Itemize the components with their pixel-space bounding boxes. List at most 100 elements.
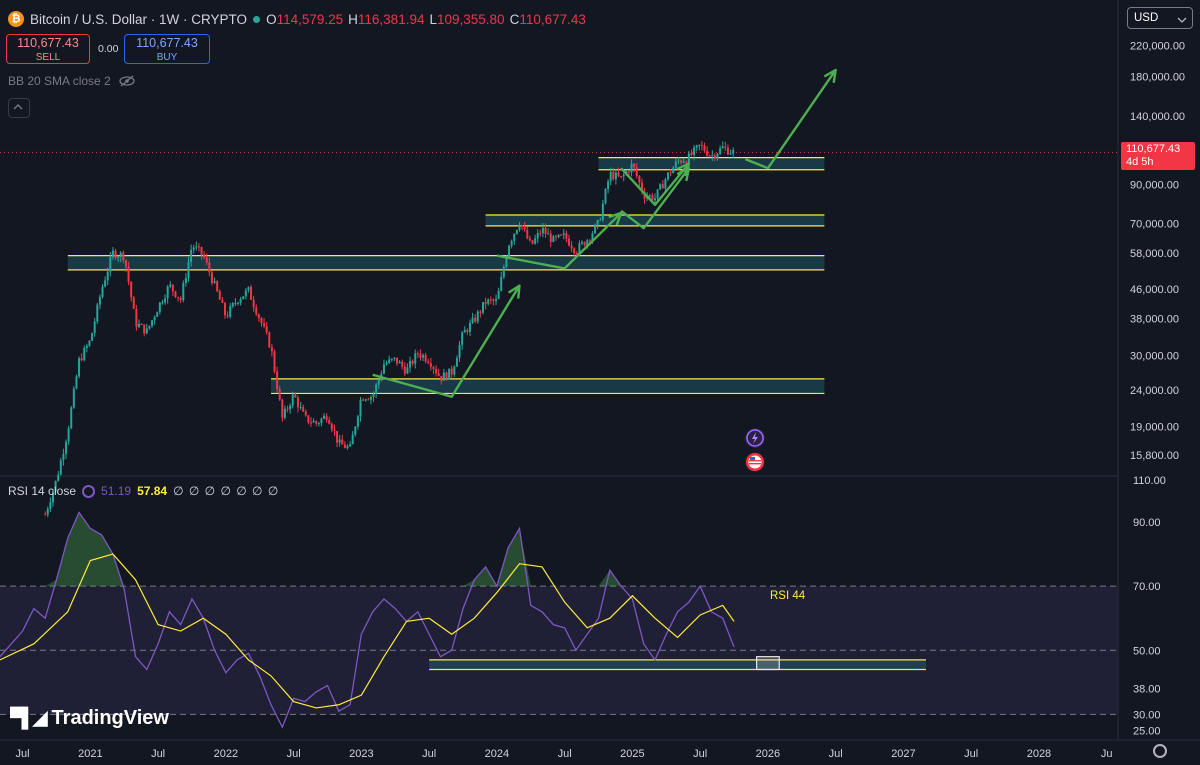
candle-body (440, 375, 443, 381)
candle-body (195, 246, 198, 248)
sell-button[interactable]: 110,677.43 SELL (6, 34, 90, 64)
candle-body (75, 376, 78, 389)
candle-body (531, 240, 534, 244)
candle-body (237, 302, 240, 304)
candle-body (594, 224, 597, 234)
collapse-legend-button[interactable] (8, 98, 30, 118)
candle-body (51, 491, 54, 503)
candle-body (286, 408, 289, 410)
candle-body (226, 315, 229, 317)
candle-body (653, 198, 656, 201)
candle-body (88, 340, 91, 346)
price-tick-label: 58,000.00 (1130, 248, 1179, 260)
candle-body (599, 219, 602, 221)
candle-body (435, 368, 438, 374)
bb-indicator-legend[interactable]: BB 20 SMA close 2 (8, 74, 135, 88)
candle-body (312, 421, 315, 423)
candle-body (78, 358, 81, 377)
candle-body (46, 508, 49, 515)
high-value: 116,381.94 (357, 11, 425, 27)
time-tick-label: Jul (829, 748, 843, 760)
candle-body (622, 174, 625, 177)
candle-body (706, 150, 709, 156)
rsi-zone (429, 659, 927, 670)
candle-body (526, 229, 529, 239)
candle-body (124, 260, 127, 267)
candle-body (93, 321, 96, 334)
candle-body (471, 317, 474, 323)
us-flag-event-icon[interactable] (745, 452, 765, 472)
candle-body (260, 317, 263, 324)
rsi-legend[interactable]: RSI 14 close 51.19 57.84 ∅ ∅ ∅ ∅ ∅ ∅ ∅ (8, 484, 279, 498)
candle-body (281, 399, 284, 418)
candle-body (455, 358, 458, 367)
price-tick-label: 180,000.00 (1130, 72, 1185, 84)
symbol-title[interactable]: Bitcoin / U.S. Dollar · 1W · CRYPTO (30, 11, 248, 27)
candle-body (724, 146, 727, 148)
candle-body (362, 399, 365, 401)
candle-body (153, 316, 156, 321)
high-label: H (348, 11, 358, 27)
eye-off-icon[interactable] (119, 75, 135, 87)
price-tick-label: 90,000.00 (1130, 180, 1179, 192)
candle-body (604, 188, 607, 204)
candle-body (620, 176, 623, 178)
candle-body (664, 179, 667, 189)
candle-body (575, 253, 578, 255)
candle-body (179, 298, 182, 301)
candle-body (309, 422, 312, 424)
zone-3 (67, 255, 825, 270)
candle-body (586, 240, 589, 246)
arrow-5 (744, 69, 837, 170)
candle-body (166, 286, 169, 299)
candle-body (445, 372, 448, 380)
candle-body (536, 233, 539, 239)
time-tick-label: 2027 (891, 748, 915, 760)
time-tick-label: Jul (16, 748, 30, 760)
candle-body (588, 240, 591, 242)
candle-body (148, 325, 151, 329)
candle-body (278, 389, 281, 400)
candle-body (122, 252, 125, 261)
candle-body (401, 361, 404, 367)
candle-body (302, 407, 305, 412)
candle-body (91, 333, 94, 341)
candle-body (713, 155, 716, 159)
buy-button[interactable]: 110,677.43 BUY (124, 34, 210, 64)
candle-body (661, 184, 664, 189)
rsi-tick-label: 30.00 (1133, 709, 1161, 721)
candle-body (171, 284, 174, 292)
time-tick-label: 2028 (1027, 748, 1051, 760)
tradingview-mark-icon: ▀▌◢ (10, 708, 48, 729)
buy-label: BUY (156, 52, 178, 63)
low-label: L (429, 11, 437, 27)
candle-body (557, 234, 560, 238)
candle-body (695, 145, 698, 148)
candle-body (674, 161, 677, 168)
candle-body (354, 426, 357, 435)
price-tick-label: 140,000.00 (1130, 111, 1185, 123)
time-tick-label: Jul (287, 748, 301, 760)
candle-body (356, 416, 359, 427)
rsi-tick-label: 25.00 (1133, 725, 1161, 737)
rsi-tick-label: 38.00 (1133, 684, 1161, 696)
currency-selector[interactable]: USD (1127, 7, 1193, 29)
rsi-pane (0, 585, 1118, 715)
indicator-lightning-icon[interactable] (745, 428, 765, 448)
candle-body (698, 144, 701, 146)
candle-body (693, 147, 696, 155)
candle-body (539, 233, 542, 235)
projection-arrows (372, 68, 837, 398)
arrow-4-head (676, 166, 691, 182)
candle-body (158, 302, 161, 313)
candle-body (382, 364, 385, 374)
candle-body (667, 172, 670, 180)
candle-body (651, 195, 654, 201)
rsi-44-box (756, 656, 780, 671)
gear-icon[interactable] (1153, 744, 1167, 758)
candle-body (573, 248, 576, 254)
candle-body (497, 290, 500, 300)
chevron-down-icon (1177, 17, 1187, 23)
candle-body (208, 262, 211, 273)
